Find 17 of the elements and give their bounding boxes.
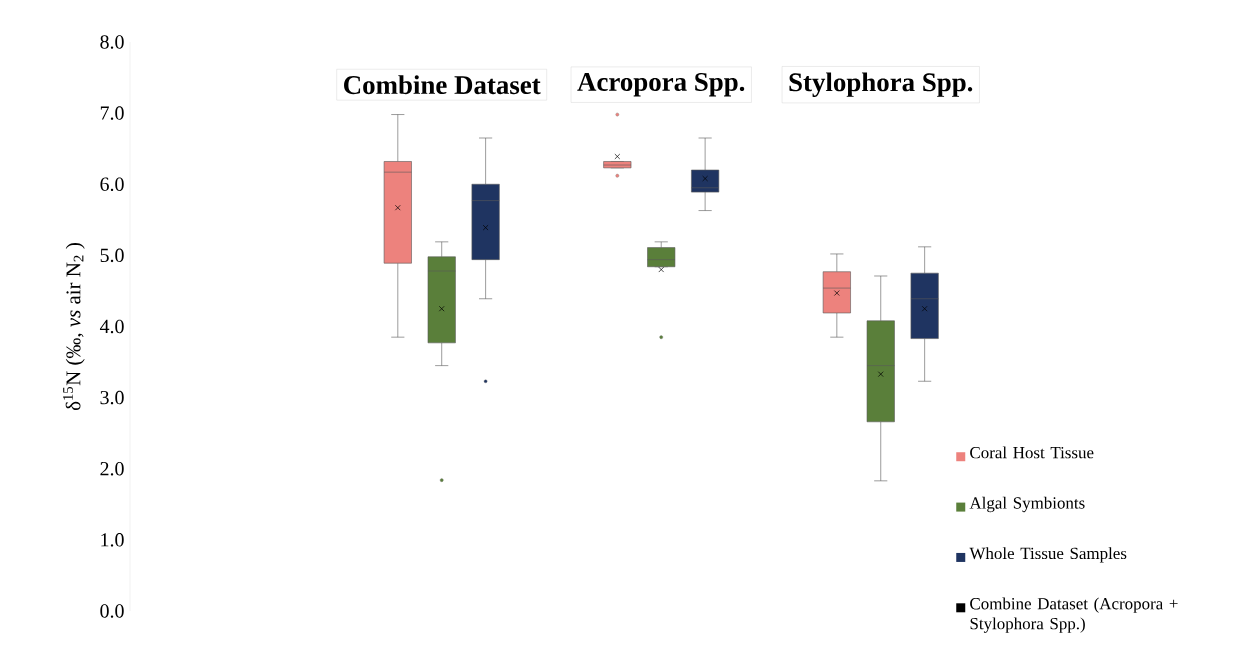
y-tick-label: 6.0 bbox=[100, 177, 124, 192]
legend-label: Algal Symbionts bbox=[969, 496, 1085, 513]
y-tick-label: 4.0 bbox=[99, 319, 124, 334]
y-tick-label: 2.0 bbox=[100, 461, 124, 476]
legend-label: Coral Host Tissue bbox=[970, 446, 1094, 459]
legend-label: Combine Dataset (Acropora + Stylophora Spp.) bbox=[970, 597, 1178, 633]
y-tick-label: 8.0 bbox=[100, 35, 124, 49]
y-tick-label: 3.0 bbox=[100, 390, 124, 405]
y-axis-title: δ$^{15}$N (‰, vs air N$_{2}$ ) bbox=[63, 243, 85, 411]
x-tick-label: Combine Dataset bbox=[344, 75, 541, 95]
y-tick-label: 5.0 bbox=[100, 248, 124, 263]
y-tick-label: 0.0 bbox=[100, 604, 124, 618]
x-tick-label: Stylophora Spp. bbox=[789, 72, 973, 97]
y-tick-label: 7.0 bbox=[100, 106, 124, 120]
x-tick-label: Acropora Spp. bbox=[577, 72, 745, 97]
y-tick-label: 1.0 bbox=[101, 533, 124, 547]
legend-label: Whole Tissue Samples bbox=[969, 547, 1127, 563]
